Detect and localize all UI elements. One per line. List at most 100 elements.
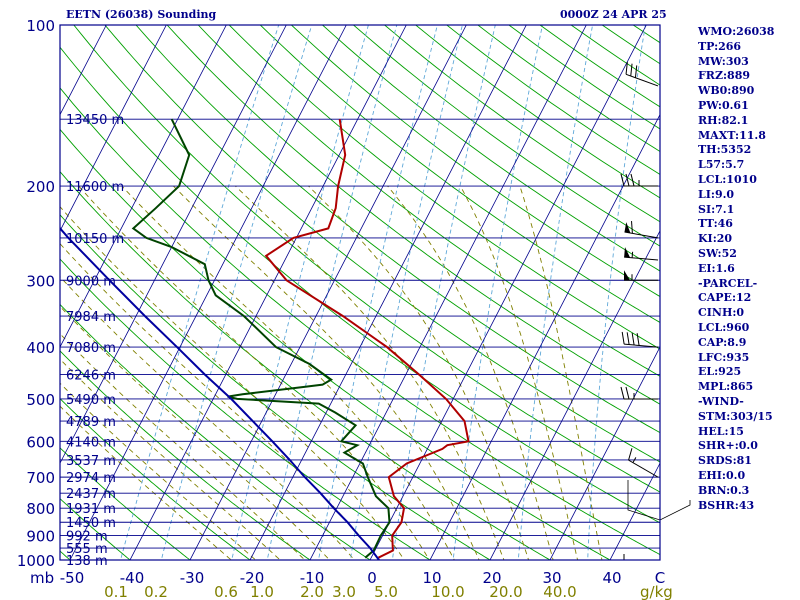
dry-adiabat <box>60 350 311 560</box>
wind-barb <box>620 173 658 187</box>
barb-full <box>631 221 633 234</box>
height-label: 11600 m <box>66 180 124 195</box>
wind-barb <box>624 270 658 281</box>
barb-full <box>625 386 630 400</box>
stat-item: KI:20 <box>698 232 733 246</box>
temperature-tick-label: 20 <box>482 569 501 587</box>
barb-full <box>628 448 633 461</box>
dry-adiabat <box>228 25 660 350</box>
moist-adiabat <box>60 382 257 560</box>
barb-half <box>632 457 637 463</box>
stat-item: EI:1.6 <box>698 261 735 275</box>
pressure-tick-label: 600 <box>26 433 55 451</box>
barb-staff <box>624 256 659 261</box>
dry-adiabat <box>60 397 251 560</box>
moist-adiabat <box>60 358 281 560</box>
barb-full <box>620 173 625 187</box>
stat-item: LCL:960 <box>698 320 750 334</box>
dry-adiabat <box>60 171 551 560</box>
temperature-tick-label: -30 <box>180 569 205 587</box>
temperature-tick-label: -10 <box>300 569 325 587</box>
sounding-curves <box>60 118 470 560</box>
temperature-tick-label: -20 <box>240 569 265 587</box>
height-label: 2437 m <box>66 487 116 502</box>
pressure-tick-label: 100 <box>26 17 55 35</box>
mixing-ratio-line <box>120 25 280 560</box>
chart-valid-time: 0000Z 24 APR 25 <box>560 8 667 21</box>
temperature-tick-label: -40 <box>120 569 145 587</box>
pressure-tick-label: 1000 <box>17 552 55 570</box>
pressure-tick-label: 700 <box>26 469 55 487</box>
x-unit-label: mb <box>30 569 54 587</box>
mixing-ratio-line <box>349 25 463 560</box>
pressure-tick-label: 800 <box>26 500 55 518</box>
mixing-ratio-label: 3.0 <box>332 583 356 600</box>
stat-item: HEL:15 <box>698 424 744 438</box>
dry-adiabat <box>259 25 660 323</box>
mixing-ratio-unit: g/kg <box>640 583 673 600</box>
height-label: 4789 m <box>66 415 116 430</box>
isotherm <box>249 25 527 560</box>
dry-adiabat <box>60 447 191 560</box>
barb-staff <box>625 73 659 87</box>
wind-barb <box>624 247 659 261</box>
height-label: 3537 m <box>66 454 116 469</box>
barb-full <box>621 331 625 345</box>
isotherm <box>309 25 587 560</box>
dry-adiabat <box>166 25 660 405</box>
x-end-label: C <box>655 569 665 587</box>
barb-staff <box>624 231 659 239</box>
height-label: 4140 m <box>66 435 116 450</box>
mixing-ratio-line <box>231 25 369 560</box>
barb-flag <box>624 247 631 258</box>
stat-item: LFC:935 <box>698 350 750 364</box>
mixing-ratio-line <box>517 25 594 560</box>
hodograph-trace <box>627 480 691 521</box>
barb-staff <box>628 459 659 478</box>
barb-staff <box>624 343 659 348</box>
mixing-ratio-label: 10.0 <box>431 583 464 600</box>
moist-adiabat <box>60 305 331 560</box>
temperature-line <box>264 119 470 559</box>
stat-item: WMO:26038 <box>698 25 775 38</box>
moist-adiabat <box>60 405 232 560</box>
stat-item: CAPE:12 <box>698 291 752 305</box>
mixing-ratio-label: 5.0 <box>374 583 398 600</box>
dry-adiabat <box>352 25 660 247</box>
barb-full <box>620 386 625 400</box>
pressure-tick-label: 400 <box>26 339 55 357</box>
stat-item: TH:5352 <box>698 143 752 157</box>
dry-adiabat <box>321 25 660 272</box>
height-labels: 13450 m 11600 m 10150 m 9000 m 7984 m 7080 m 6… <box>66 113 124 569</box>
wind-barb <box>628 448 659 478</box>
stat-item: EHI:0.0 <box>698 468 746 482</box>
dewpoint-line <box>131 118 391 559</box>
barb-flag <box>624 270 630 281</box>
dry-adiabat <box>104 25 660 463</box>
mixing-ratio-label: 1.0 <box>250 583 274 600</box>
dry-adiabat <box>135 25 660 434</box>
mixing-ratio-line <box>452 25 543 560</box>
stat-item: STM:303/15 <box>698 409 773 423</box>
dry-adiabat <box>60 303 371 560</box>
stat-item: SHR+:0.0 <box>698 439 758 453</box>
moist-adiabat <box>60 333 306 560</box>
barb-full <box>636 333 640 346</box>
mixing-ratio-label: 0.2 <box>144 583 168 600</box>
isobar-lines <box>60 24 660 561</box>
moist-adiabat <box>235 185 505 560</box>
stat-item: BSHR:43 <box>698 498 755 512</box>
barb-flag <box>624 222 631 234</box>
plot-frame <box>59 24 661 561</box>
wind-barb <box>620 386 658 400</box>
barb-full <box>634 65 638 78</box>
stat-item: BRN:0.3 <box>698 483 750 497</box>
pressure-tick-label: 900 <box>26 528 55 546</box>
isotherm <box>609 462 660 560</box>
barb-full <box>631 332 635 346</box>
wind-barb <box>621 331 659 348</box>
stats-panel: WMO:26038 TP:266 MW:303 FRZ:889 WB0:890 PW:0.… <box>698 25 798 513</box>
height-label: 1450 m <box>66 516 116 531</box>
